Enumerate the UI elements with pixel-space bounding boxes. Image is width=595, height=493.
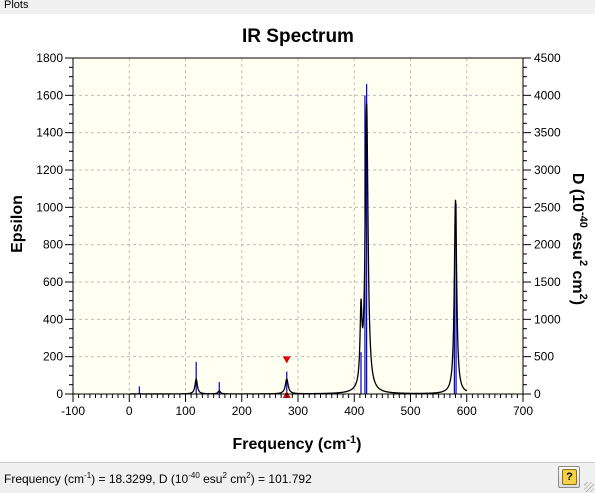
- y-axis-right-label: D (10-40 esu2 cm2): [569, 173, 589, 305]
- plots-panel-header: Plots: [0, 0, 595, 14]
- x-tick-label: 600: [457, 404, 477, 418]
- y-axis-right: 0 500 1000 1500 2000 2500 3000 3500 4000 4500: [523, 51, 561, 401]
- y-left-tick-label: 1200: [36, 163, 63, 177]
- y-left-tick-label: 600: [43, 275, 63, 289]
- status-bar: Frequency (cm-1) = 18.3299, D (10-40 esu…: [0, 462, 595, 493]
- x-tick-label: 100: [175, 404, 195, 418]
- x-tick-label: 0: [126, 404, 133, 418]
- x-axis: -100 0 100 200 300 400 500 600 700: [61, 394, 533, 418]
- y-right-tick-label: 2000: [534, 238, 561, 252]
- resize-grip-icon[interactable]: [584, 482, 594, 492]
- x-tick-label: 500: [400, 404, 420, 418]
- marker-top-triangle: [282, 356, 291, 364]
- y-right-tick-label: 4000: [534, 88, 561, 102]
- y-right-tick-label: 3000: [534, 163, 561, 177]
- x-tick-label: 300: [288, 404, 308, 418]
- grid-lines: [73, 58, 523, 394]
- y-left-tick-label: 1600: [36, 88, 63, 102]
- y-axis-left-label: Epsilon: [9, 195, 26, 253]
- y-right-tick-label: 500: [534, 350, 554, 364]
- x-axis-label: Frequency (cm-1): [233, 434, 362, 453]
- y-right-tick-label: 1000: [534, 312, 561, 326]
- x-tick-label: -100: [61, 404, 85, 418]
- y-axis-left: 0 200 400 600 800 1000 1200 1400 1600 1800: [36, 51, 73, 401]
- help-button[interactable]: ?: [558, 466, 580, 488]
- y-left-tick-label: 1000: [36, 200, 63, 214]
- chart-title: IR Spectrum: [242, 26, 354, 47]
- y-right-tick-label: 4500: [534, 51, 561, 65]
- y-right-tick-label: 0: [534, 387, 541, 401]
- x-tick-label: 400: [344, 404, 364, 418]
- y-right-tick-label: 3500: [534, 126, 561, 140]
- y-right-tick-label: 2500: [534, 200, 561, 214]
- help-icon: ?: [562, 469, 577, 485]
- y-left-tick-label: 200: [43, 350, 63, 364]
- y-left-tick-label: 400: [43, 312, 63, 326]
- x-tick-label: 700: [513, 404, 533, 418]
- y-left-tick-label: 800: [43, 238, 63, 252]
- y-left-tick-label: 1800: [36, 51, 63, 65]
- ir-spectrum-chart[interactable]: IR Spectrum -100 0 100 200 300 400 500 600 700 0…: [0, 14, 595, 462]
- panel-title: Plots: [4, 0, 29, 11]
- x-tick-label: 200: [232, 404, 252, 418]
- status-readout: Frequency (cm-1) = 18.3299, D (10-40 esu…: [4, 471, 312, 486]
- y-left-tick-label: 0: [56, 387, 63, 401]
- y-left-tick-label: 1400: [36, 126, 63, 140]
- y-right-tick-label: 1500: [534, 275, 561, 289]
- ir-spectrum-plot[interactable]: IR Spectrum -100 0 100 200 300 400 500 600 700 0…: [0, 14, 595, 462]
